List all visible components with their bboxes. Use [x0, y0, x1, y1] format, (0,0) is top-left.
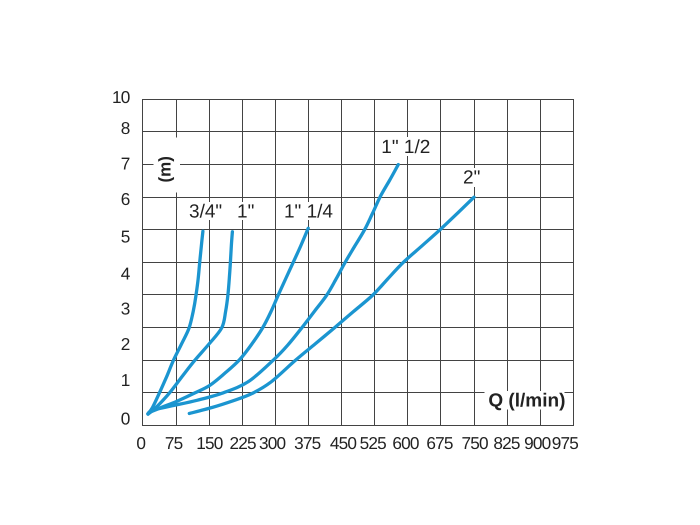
svg-text:2: 2 [121, 334, 130, 354]
svg-text:1: 1 [121, 370, 130, 390]
svg-text:1" 1/4: 1" 1/4 [284, 202, 333, 223]
svg-text:975: 975 [552, 433, 579, 453]
svg-text:600: 600 [392, 433, 419, 453]
svg-text:5: 5 [121, 226, 130, 246]
svg-text:675: 675 [426, 433, 453, 453]
svg-text:1" 1/2: 1" 1/2 [381, 137, 430, 158]
svg-text:525: 525 [360, 433, 387, 453]
svg-text:7: 7 [121, 154, 130, 174]
svg-text:375: 375 [294, 433, 321, 453]
svg-text:825: 825 [493, 433, 520, 453]
svg-text:0: 0 [136, 433, 145, 453]
svg-text:4: 4 [121, 264, 131, 284]
svg-text:Q (l/min): Q (l/min) [488, 390, 565, 411]
svg-text:75: 75 [165, 433, 183, 453]
svg-text:3/4": 3/4" [189, 202, 222, 223]
svg-text:8: 8 [121, 118, 130, 138]
svg-text:(m): (m) [155, 156, 174, 182]
svg-text:3: 3 [121, 299, 130, 319]
svg-text:1": 1" [237, 202, 254, 223]
svg-text:900: 900 [524, 433, 551, 453]
svg-text:450: 450 [330, 433, 357, 453]
svg-text:6: 6 [121, 189, 130, 209]
svg-text:150: 150 [196, 433, 223, 453]
svg-text:750: 750 [461, 433, 488, 453]
svg-text:10: 10 [112, 87, 130, 107]
svg-text:225: 225 [229, 433, 256, 453]
svg-text:300: 300 [259, 433, 286, 453]
svg-text:0: 0 [121, 409, 130, 429]
svg-text:2": 2" [463, 168, 480, 189]
